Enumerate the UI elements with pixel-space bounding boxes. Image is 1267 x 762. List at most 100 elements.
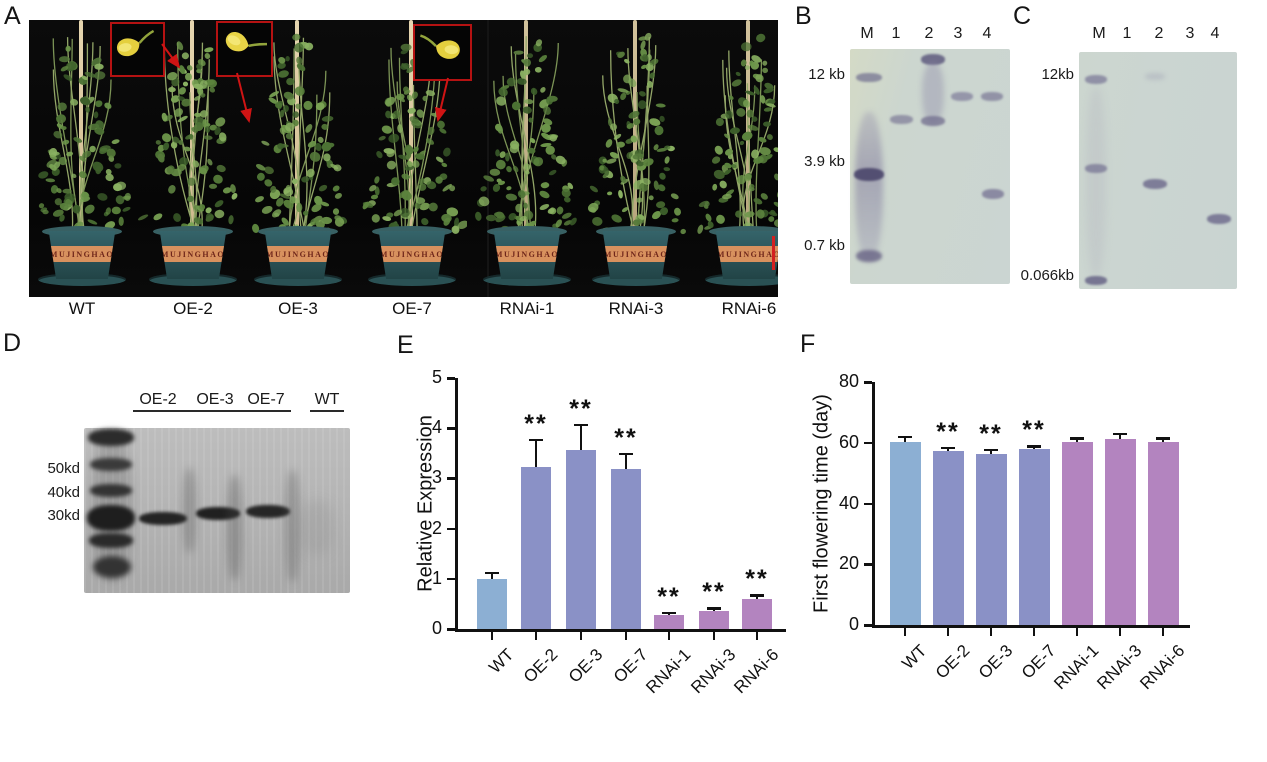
bar-WT <box>889 441 921 625</box>
x-axis <box>872 625 1190 628</box>
gel-b-marker-12kb: 12 kb <box>808 66 845 83</box>
gel-b-lane-m: M <box>860 25 874 42</box>
error-cap <box>984 448 998 451</box>
gel-b-marker-39kb: 3.9 kb <box>804 153 845 170</box>
gel-band <box>856 250 882 262</box>
pot-label: MUJINGHAO <box>602 246 670 262</box>
error-bar <box>579 424 583 450</box>
gel-c-marker-0066kb: 0.066kb <box>1020 267 1074 284</box>
blot-marker-30kd: 30kd <box>47 507 80 524</box>
bar-RNAi-6 <box>1147 442 1179 625</box>
significance-OE-2: ** <box>936 421 960 444</box>
caption-oe2: OE-2 <box>173 299 213 318</box>
y-tick <box>864 624 872 627</box>
bar-RNAi-3 <box>699 610 729 629</box>
x-tick <box>579 632 583 640</box>
y-tick <box>864 502 872 506</box>
caption-wt: WT <box>68 299 96 318</box>
significance-OE-7: ** <box>614 427 638 450</box>
y-tick-label: 40 <box>838 492 859 513</box>
flower-icon <box>117 29 155 57</box>
error-bar <box>755 595 759 599</box>
caption-rnai3: RNAi-3 <box>608 299 664 318</box>
plant-WT: MUJINGHAO <box>29 20 137 297</box>
bar-RNAi-1 <box>1061 442 1093 625</box>
x-tick <box>1032 628 1036 636</box>
plant-photo-panel: MUJINGHAO MUJINGHAO MUJINGHAO MUJINGHAO MUJI… <box>29 20 778 297</box>
gel-band <box>1143 179 1167 189</box>
gel-b-lane-2: 2 <box>924 25 934 42</box>
error-cap <box>1156 437 1170 440</box>
gel-band <box>1145 73 1165 80</box>
chart-e-ylabel: Relative Expression <box>414 415 437 592</box>
y-tick-label: 2 <box>431 517 442 538</box>
y-tick-label: 0 <box>848 614 859 634</box>
error-cap <box>662 611 676 615</box>
gel-smear <box>922 62 944 124</box>
bar-OE-2 <box>932 451 964 625</box>
plant-RNAi-1: MUJINGHAO <box>472 20 582 297</box>
gel-b-lane-3: 3 <box>953 25 963 42</box>
western-blot-image <box>84 428 350 593</box>
gel-c-lane-1: 1 <box>1122 25 1132 42</box>
x-tick <box>1075 628 1079 636</box>
gel-band <box>1085 75 1107 84</box>
y-tick-label: 60 <box>838 431 859 452</box>
x-tick <box>667 632 671 640</box>
blot-smear-wt <box>300 500 334 555</box>
flower-inset-3 <box>413 24 472 81</box>
plant-foliage <box>138 41 238 237</box>
blot-header-oe2: OE-2 <box>139 391 177 408</box>
plant-RNAi-3: MUJINGHAO <box>581 20 691 297</box>
y-tick <box>447 577 455 581</box>
plant-foliage <box>475 36 577 237</box>
y-tick-label: 4 <box>431 417 442 438</box>
panel-e-label: E <box>397 331 414 359</box>
y-tick <box>447 377 455 380</box>
y-axis <box>872 382 875 628</box>
y-tick <box>447 477 455 480</box>
bar-WT <box>477 578 507 629</box>
gel-c-marker-12kb: 12kb <box>1041 66 1074 83</box>
y-axis <box>455 378 458 632</box>
gel-band <box>890 115 913 124</box>
blot-ladder-band <box>93 556 131 578</box>
gel-band <box>951 92 973 101</box>
x-tick <box>624 632 628 640</box>
error-bar <box>1161 438 1165 443</box>
x-tick <box>490 632 494 640</box>
plant-stake <box>409 20 413 234</box>
gel-smear <box>1086 87 1106 277</box>
x-tick <box>946 628 950 636</box>
pot-label: MUJINGHAO <box>264 246 332 262</box>
significance-OE-7: ** <box>1022 419 1046 442</box>
plant-foliage <box>252 33 348 237</box>
gel-band <box>921 116 945 126</box>
panel-d-label: D <box>3 329 22 357</box>
x-tick <box>903 628 907 636</box>
panel-a-label: A <box>4 2 21 30</box>
bar-OE-7 <box>1018 449 1050 625</box>
error-cap <box>619 453 633 456</box>
gel-smear <box>855 112 883 262</box>
y-tick-label: 3 <box>431 467 442 488</box>
plant-foliage <box>587 32 686 237</box>
blot-marker-50kd: 50kd <box>47 460 80 477</box>
blot-band-oe3 <box>196 507 240 520</box>
panel-b-label: B <box>795 2 812 30</box>
y-tick <box>447 628 455 631</box>
caption-rnai6: RNAi-6 <box>721 299 777 318</box>
gel-b-lane-4: 4 <box>982 25 992 42</box>
blot-header-oe3: OE-3 <box>196 391 234 408</box>
pot: MUJINGHAO <box>378 231 446 279</box>
y-tick <box>864 563 872 566</box>
panel-c-label: C <box>1013 2 1032 30</box>
error-cap <box>707 607 721 610</box>
gel-band <box>1207 214 1231 224</box>
error-bar <box>712 608 716 611</box>
error-bar <box>1118 433 1122 440</box>
caption-oe3: OE-3 <box>278 299 318 318</box>
blot-ladder-band <box>90 484 132 497</box>
plant-OE-3: MUJINGHAO <box>243 20 353 297</box>
